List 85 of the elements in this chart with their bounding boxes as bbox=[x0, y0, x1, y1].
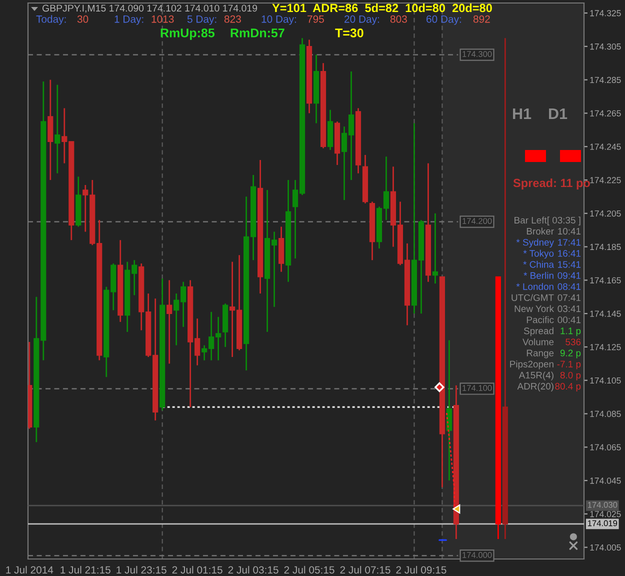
y-tick-label: 174.025 bbox=[590, 510, 621, 518]
annotation: 03:41 bbox=[558, 305, 581, 312]
annotation: Pips2open bbox=[510, 360, 554, 370]
ref-line-label: 174.300 bbox=[462, 51, 492, 57]
annotation: 8.0 p bbox=[560, 372, 581, 380]
x-tick-label: 2 Jul 05:15 bbox=[284, 566, 334, 574]
y-tick-label: 174.085 bbox=[590, 410, 621, 417]
annotation: 08:41 bbox=[558, 283, 581, 290]
annotation: 16:41 bbox=[558, 250, 581, 257]
annotation: * China bbox=[523, 260, 554, 268]
annotation: 30 bbox=[77, 15, 88, 23]
y-tick-label: 174.225 bbox=[590, 177, 621, 184]
x-tick-label: 1 Jul 2014 bbox=[6, 566, 54, 574]
annotation: Spread bbox=[524, 327, 554, 336]
y-tick-label: 174.185 bbox=[590, 244, 621, 250]
annotation: 795 bbox=[308, 15, 324, 23]
annotation: 5 Day: bbox=[187, 16, 216, 25]
annotation: * Sydney bbox=[516, 238, 554, 248]
y-tick-label: 174.105 bbox=[590, 377, 621, 384]
y-tick-label: 174.245 bbox=[590, 144, 621, 150]
annotation: D1 bbox=[549, 108, 568, 119]
annotation: Bar Left[ 03:35 ] bbox=[514, 216, 580, 226]
y-tick-label: 174.265 bbox=[590, 110, 621, 116]
annotation: 15:41 bbox=[558, 261, 581, 268]
annotation: * Tokyo bbox=[523, 250, 554, 259]
y-tick-label: 174.285 bbox=[590, 76, 621, 84]
annotation: Volume bbox=[522, 338, 554, 346]
annotation: 823 bbox=[224, 15, 241, 23]
annotation: RmUp:85 bbox=[160, 28, 215, 40]
candlestick bbox=[432, 212, 438, 284]
annotation: Y=101 ADR=86 5d=82 10d=80 20d=80 bbox=[272, 4, 492, 12]
x-tick-label: 2 Jul 07:15 bbox=[340, 566, 390, 574]
y-tick-label: 174.065 bbox=[590, 444, 621, 450]
chart-title: GBPJPY.I,M15 174.090 174.102 174.010 174.019 bbox=[42, 4, 258, 13]
annotation: RmDn:57 bbox=[230, 28, 284, 38]
annotation: 1013 bbox=[152, 15, 174, 23]
annotation: 803 bbox=[390, 15, 407, 23]
annotation: 10 Day: bbox=[262, 15, 296, 25]
y-tick-label: 174.165 bbox=[590, 277, 621, 284]
annotation: UTC/GMT bbox=[512, 294, 554, 302]
y-tick-label: 174.305 bbox=[590, 43, 621, 50]
annotation: 00:41 bbox=[558, 316, 581, 324]
annotation: ADR(20) bbox=[517, 382, 554, 392]
annotation: New York bbox=[514, 305, 554, 312]
annotation: -7.1 p bbox=[557, 360, 581, 370]
annotation: H1 bbox=[513, 108, 532, 119]
annotation: 60 Day: bbox=[426, 15, 461, 25]
annotation: T=30 bbox=[335, 28, 364, 38]
y-tick-label: 174.325 bbox=[590, 10, 621, 16]
annotation: 536 bbox=[566, 338, 581, 346]
annotation: Today: bbox=[36, 15, 66, 25]
annotation: 9.2 p bbox=[560, 350, 581, 358]
y-tick-label: 174.045 bbox=[590, 478, 621, 484]
y-tick-label: 174.125 bbox=[590, 344, 621, 350]
annotation: A15R(4) bbox=[518, 372, 554, 380]
ref-line-label: 174.030 bbox=[588, 502, 618, 508]
x-tick-label: 2 Jul 03:15 bbox=[228, 566, 278, 574]
annotation: 892 bbox=[473, 15, 490, 23]
annotation: * Berlin bbox=[524, 272, 554, 279]
annotation: 09:41 bbox=[558, 272, 581, 279]
annotation: 07:41 bbox=[558, 294, 581, 302]
ref-line-label: 174.019 bbox=[588, 520, 618, 526]
annotation: Range bbox=[526, 350, 554, 358]
ref-line-label: 174.000 bbox=[462, 552, 492, 558]
annotation: Spread: 11 po bbox=[513, 178, 590, 190]
x-tick-label: 1 Jul 23:15 bbox=[116, 566, 166, 574]
x-tick-label: 2 Jul 09:15 bbox=[396, 566, 446, 574]
annotation: 20 Day: bbox=[344, 15, 379, 25]
y-tick-label: 174.205 bbox=[590, 210, 621, 217]
annotation: 1.1 p bbox=[560, 328, 581, 336]
annotation: 17:41 bbox=[558, 239, 581, 246]
annotation: * London bbox=[516, 283, 554, 290]
y-tick-label: 174.145 bbox=[590, 310, 621, 317]
annotation: Broker bbox=[526, 228, 554, 235]
candlestick bbox=[166, 279, 172, 364]
annotation: 10:41 bbox=[558, 228, 581, 235]
candlestick bbox=[54, 84, 60, 174]
x-tick-label: 1 Jul 21:15 bbox=[60, 566, 110, 574]
annotation: Pacific bbox=[526, 316, 554, 324]
x-tick-label: 2 Jul 01:15 bbox=[172, 566, 222, 574]
ref-line-label: 174.100 bbox=[462, 385, 492, 391]
annotation: 1 Day: bbox=[114, 16, 144, 25]
y-tick-label: 174.005 bbox=[590, 544, 621, 551]
ref-line-label: 174.200 bbox=[462, 218, 492, 224]
annotation: 80.4 p bbox=[555, 382, 581, 392]
